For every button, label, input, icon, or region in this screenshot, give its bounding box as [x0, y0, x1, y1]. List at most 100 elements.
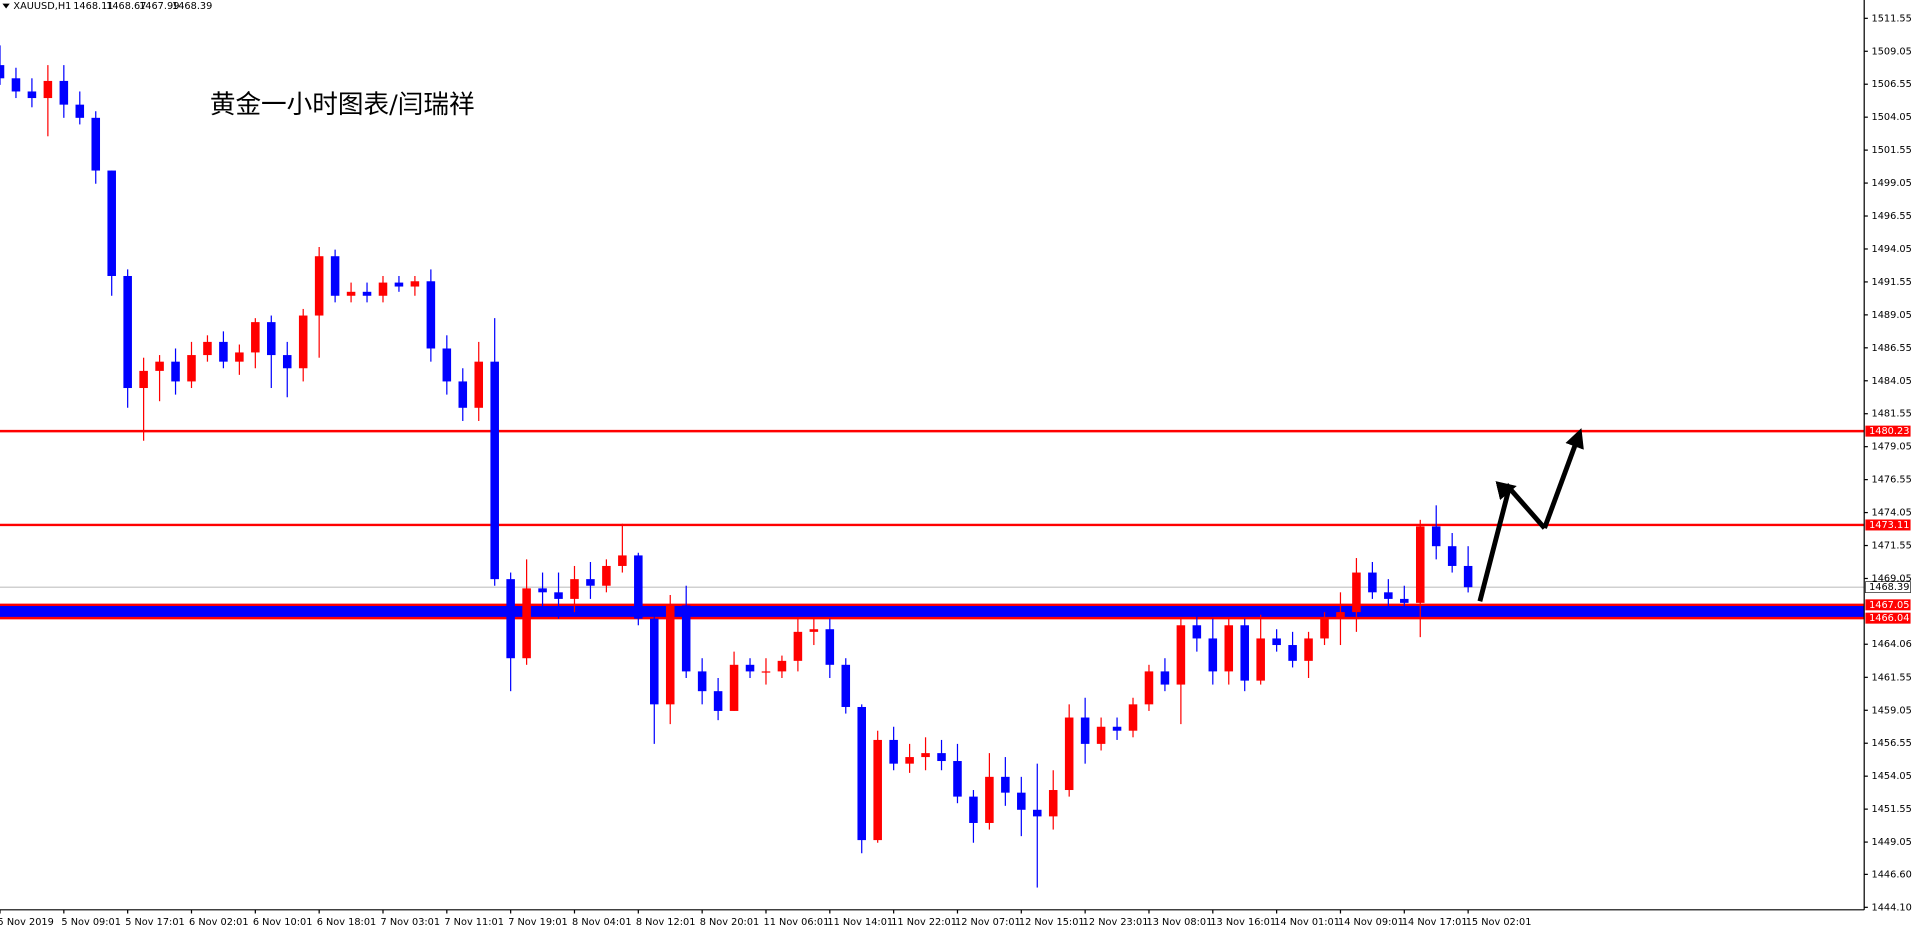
- y-tick-label: 1501.55: [1872, 145, 1912, 156]
- candle-body: [187, 355, 196, 382]
- candle-body: [1080, 717, 1090, 744]
- candle-body: [1017, 792, 1026, 810]
- candle-body: [235, 352, 244, 362]
- candle-body: [490, 361, 499, 580]
- candle-body: [123, 275, 132, 389]
- candle-body: [458, 381, 468, 408]
- x-tick-label: 5 Nov 2019: [0, 917, 54, 928]
- candle-body: [1112, 726, 1122, 731]
- candle-body: [522, 588, 531, 659]
- header-value: 1468.39: [172, 1, 212, 12]
- candle-body: [282, 355, 292, 369]
- candle-body: [1001, 776, 1010, 793]
- y-tick-label: 1494.05: [1872, 244, 1912, 255]
- candle-body: [139, 370, 148, 389]
- last-price-tag-bg: [1865, 581, 1911, 593]
- candle-body: [697, 671, 707, 692]
- x-tick-label: 11 Nov 14:01: [827, 917, 893, 928]
- candle-body: [1368, 572, 1377, 593]
- candle-body: [921, 753, 930, 758]
- candle-body: [1160, 671, 1170, 685]
- candle-body: [634, 555, 643, 619]
- plot: [0, 45, 1865, 888]
- y-tick-label: 1444.10: [1872, 902, 1912, 913]
- candle-body: [1431, 526, 1441, 547]
- x-tick-label: 15 Nov 02:01: [1466, 917, 1532, 928]
- zone-tag: 1467.05: [1869, 600, 1909, 611]
- candle-body: [394, 282, 404, 287]
- candle-body: [171, 361, 180, 382]
- candle-body: [1032, 809, 1042, 817]
- candle-body: [0, 65, 5, 79]
- candle-body: [59, 80, 69, 105]
- x-tick-label: 13 Nov 08:01: [1147, 917, 1213, 928]
- candle-body: [43, 80, 53, 99]
- x-tick-label: 12 Nov 07:01: [955, 917, 1021, 928]
- candle-body: [442, 348, 452, 382]
- level-tag: 1480.23: [1869, 426, 1909, 437]
- candle-body: [330, 256, 340, 296]
- candle-body: [777, 660, 787, 672]
- candle-body: [665, 605, 675, 705]
- zone-tag: 1466.04: [1869, 613, 1909, 624]
- header-value: 1468.11: [73, 1, 113, 12]
- candle-body: [937, 753, 946, 762]
- candle-body: [1128, 704, 1138, 731]
- y-tick-label: 1481.55: [1872, 409, 1912, 420]
- candle-body: [251, 322, 260, 353]
- x-tick-label: 14 Nov 17:01: [1402, 917, 1468, 928]
- menu-arrow: [2, 3, 10, 9]
- candle-body: [793, 631, 803, 661]
- zone-tag-bg: [1865, 599, 1911, 611]
- candle-body: [362, 291, 372, 296]
- candle-body: [825, 629, 835, 665]
- candle-body: [538, 588, 547, 593]
- candle-body: [1304, 638, 1313, 661]
- candle-body: [602, 565, 611, 586]
- zone-tag-bg: [1865, 612, 1911, 624]
- y-tick-label: 1474.05: [1872, 508, 1912, 519]
- candle-body: [873, 739, 882, 841]
- y-tick-label: 1491.55: [1872, 277, 1912, 288]
- y-tick-label: 1509.05: [1872, 46, 1912, 57]
- x-tick-label: 7 Nov 19:01: [508, 917, 568, 928]
- y-tick-label: 1496.55: [1872, 211, 1912, 222]
- candle-body: [1415, 526, 1425, 603]
- y-tick-label: 1479.05: [1872, 442, 1912, 453]
- candle-body: [841, 664, 851, 707]
- candle-body: [506, 579, 515, 659]
- header-value: 1467.99: [139, 1, 179, 12]
- level-tag-bg: [1865, 425, 1911, 437]
- candle-body: [267, 322, 276, 356]
- candle-body: [857, 706, 866, 841]
- y-tick-label: 1511.55: [1872, 13, 1912, 24]
- candle-body: [1288, 645, 1297, 661]
- y-tick-label: 1449.05: [1872, 837, 1912, 848]
- arrow: [1542, 428, 1584, 529]
- candle-body: [410, 281, 420, 287]
- candle-body: [75, 104, 85, 118]
- candle-body: [1192, 625, 1202, 639]
- x-tick-label: 11 Nov 06:01: [764, 917, 830, 928]
- level-tag-bg: [1865, 519, 1911, 531]
- candle-body: [1208, 638, 1218, 672]
- y-tick-label: 1454.05: [1872, 771, 1912, 782]
- arrows: [1477, 428, 1584, 602]
- candle-body: [570, 579, 579, 599]
- x-tick-label: 12 Nov 23:01: [1083, 917, 1149, 928]
- x-tick-label: 6 Nov 10:01: [253, 917, 313, 928]
- x-tick-label: 8 Nov 12:01: [636, 917, 696, 928]
- x-tick-label: 5 Nov 09:01: [61, 917, 121, 928]
- y-tick-label: 1469.05: [1872, 573, 1912, 584]
- candle-body: [426, 281, 436, 349]
- support-zone: [0, 604, 1865, 619]
- x-tick-label: 12 Nov 15:01: [1019, 917, 1085, 928]
- y-tick-label: 1506.55: [1872, 79, 1912, 90]
- y-tick-label: 1489.05: [1872, 310, 1912, 321]
- candle-body: [27, 91, 37, 99]
- candle-body: [985, 776, 994, 823]
- candle-body: [1256, 638, 1265, 681]
- x-tick-label: 7 Nov 11:01: [444, 917, 504, 928]
- candle-body: [1384, 592, 1393, 599]
